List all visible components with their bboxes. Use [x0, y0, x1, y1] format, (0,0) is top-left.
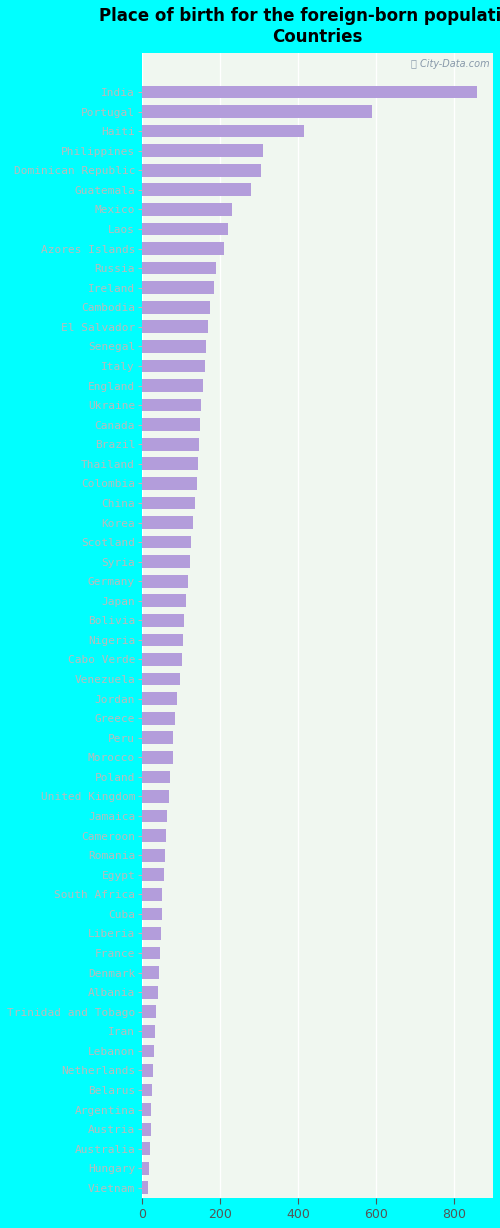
Bar — [142, 1142, 150, 1156]
Bar — [142, 966, 158, 979]
Bar — [142, 809, 168, 823]
Bar — [142, 535, 191, 549]
Bar — [142, 399, 201, 411]
Bar — [142, 673, 180, 685]
Bar — [142, 360, 204, 372]
Bar — [142, 321, 208, 333]
Bar — [142, 1083, 152, 1097]
Bar — [142, 732, 174, 744]
Bar — [142, 438, 199, 451]
Bar — [142, 496, 195, 510]
Bar — [142, 712, 176, 725]
Bar — [142, 106, 372, 118]
Bar — [142, 752, 172, 764]
Bar — [142, 1025, 154, 1038]
Bar — [142, 770, 170, 783]
Bar — [142, 222, 228, 236]
Bar — [142, 907, 162, 920]
Bar — [142, 203, 232, 216]
Bar — [142, 1103, 152, 1116]
Bar — [142, 340, 206, 352]
Bar — [142, 1045, 154, 1057]
Bar — [142, 790, 169, 803]
Bar — [142, 555, 190, 569]
Bar — [142, 262, 216, 275]
Text: ⓘ City-Data.com: ⓘ City-Data.com — [411, 59, 490, 69]
Bar — [142, 1006, 156, 1018]
Bar — [142, 888, 163, 900]
Bar — [142, 183, 252, 196]
Bar — [142, 868, 164, 882]
Bar — [142, 163, 261, 177]
Bar — [142, 693, 177, 705]
Bar — [142, 986, 158, 998]
Bar — [142, 575, 188, 587]
Bar — [142, 634, 183, 646]
Bar — [142, 594, 186, 607]
Bar — [142, 379, 203, 392]
Title: Place of birth for the foreign-born population -
Countries: Place of birth for the foreign-born popu… — [98, 7, 500, 45]
Bar — [142, 947, 160, 959]
Bar — [142, 1065, 153, 1077]
Bar — [142, 1181, 148, 1194]
Bar — [142, 516, 193, 529]
Bar — [142, 476, 197, 490]
Bar — [142, 849, 165, 862]
Bar — [142, 1162, 149, 1175]
Bar — [142, 614, 184, 626]
Bar — [142, 125, 304, 138]
Bar — [142, 653, 182, 666]
Bar — [142, 86, 478, 98]
Bar — [142, 145, 263, 157]
Bar — [142, 301, 210, 313]
Bar — [142, 927, 161, 939]
Bar — [142, 458, 198, 470]
Bar — [142, 419, 200, 431]
Bar — [142, 281, 214, 293]
Bar — [142, 1122, 150, 1136]
Bar — [142, 242, 224, 255]
Bar — [142, 829, 167, 842]
